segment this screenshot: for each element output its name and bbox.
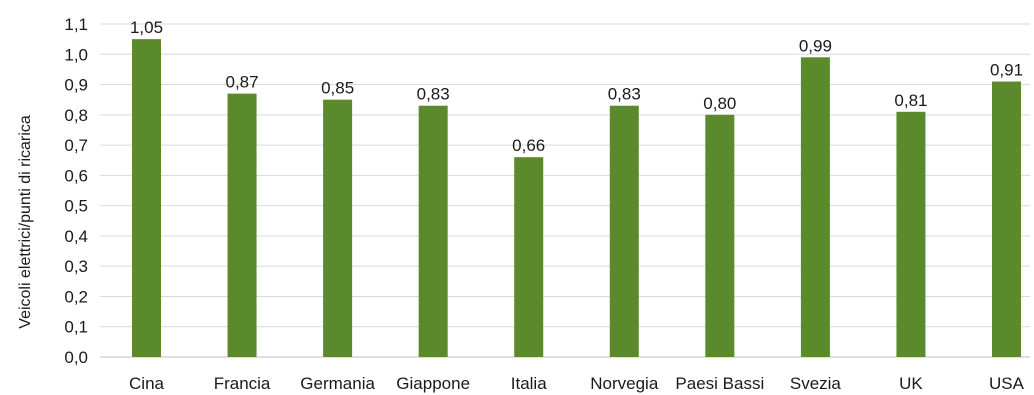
bar-paesi-bassi [705, 114, 735, 358]
x-tick-label: Svezia [790, 374, 842, 393]
value-labels: 1,05 0,87 0,85 0,83 0,66 0,83 0,80 0,99 0,81 0,91 [130, 18, 1023, 155]
value-label: 0,81 [894, 91, 927, 110]
value-label: 0,85 [321, 79, 354, 98]
y-tick-label: 0,6 [64, 166, 88, 185]
bar-svezia [800, 57, 830, 358]
x-tick-label: Cina [129, 374, 165, 393]
value-label: 0,66 [512, 136, 545, 155]
x-tick-label: Giappone [396, 374, 470, 393]
x-tick-label: Germania [300, 374, 375, 393]
y-tick-label: 0,8 [64, 106, 88, 125]
value-label: 0,83 [417, 85, 450, 104]
bar-germania [323, 99, 353, 357]
y-tick-label: 0,1 [64, 318, 88, 337]
y-tick-label: 0,7 [64, 136, 88, 155]
y-tick-label: 0,2 [64, 287, 88, 306]
value-label: 1,05 [130, 18, 163, 37]
y-tick-label: 0,9 [64, 76, 88, 95]
x-tick-label: Norvegia [590, 374, 659, 393]
bar-usa [992, 81, 1021, 357]
value-label: 0,99 [799, 36, 832, 55]
value-label: 0,80 [703, 94, 736, 113]
value-label: 0,91 [990, 61, 1023, 80]
x-tick-label: USA [989, 374, 1025, 393]
y-tick-label: 0,5 [64, 197, 88, 216]
bar-giappone [418, 105, 448, 358]
y-tick-label: 1,0 [64, 45, 88, 64]
bar-uk [896, 111, 926, 357]
y-tick-label: 0,3 [64, 257, 88, 276]
y-tick-label: 1,1 [64, 15, 88, 34]
x-axis-labels: Cina Francia Germania Giappone Italia Norvegi… [129, 374, 1025, 393]
x-tick-label: Francia [214, 374, 271, 393]
bars [132, 39, 1021, 358]
value-label: 0,83 [608, 85, 641, 104]
y-tick-label: 0,0 [64, 348, 88, 367]
bar-norvegia [609, 105, 639, 358]
bar-francia [227, 93, 257, 358]
bar-cina [132, 39, 161, 358]
y-axis-title: Veicoli elettrici/punti di ricarica [17, 115, 34, 329]
bar-italia [514, 157, 544, 357]
y-axis-ticks: 0,0 0,1 0,2 0,3 0,4 0,5 0,6 0,7 0,8 0,9 1,0 1,1 [64, 15, 88, 367]
x-tick-label: UK [899, 374, 923, 393]
y-tick-label: 0,4 [64, 227, 88, 246]
x-tick-label: Italia [511, 374, 547, 393]
x-tick-label: Paesi Bassi [675, 374, 764, 393]
value-label: 0,87 [226, 73, 259, 92]
